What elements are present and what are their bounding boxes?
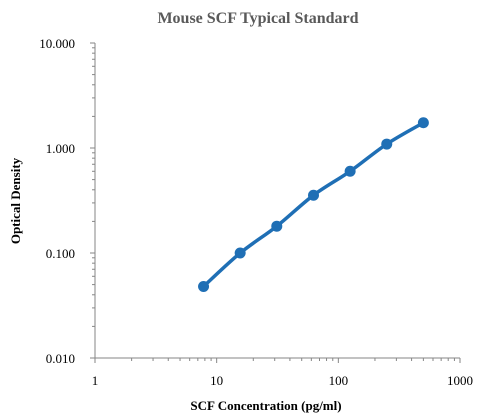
data-point: [271, 220, 283, 232]
y-axis-label: Optical Density: [8, 157, 23, 244]
x-tick-label: 10: [210, 373, 223, 388]
y-tick-label: 10.000: [39, 36, 75, 51]
chart-title: Mouse SCF Typical Standard: [157, 10, 358, 27]
data-point: [198, 280, 210, 292]
x-tick-label: 1: [92, 373, 99, 388]
y-tick-label: 0.100: [46, 246, 75, 261]
y-tick-label: 0.010: [46, 351, 75, 366]
data-point: [234, 247, 246, 259]
data-point: [381, 138, 393, 150]
plot-area: 0.010 0.100 1.000 10.000 1 10 100 1000: [39, 36, 473, 388]
x-tick-label: 100: [329, 373, 349, 388]
x-tick-label: 1000: [447, 373, 473, 388]
y-tick-label: 1.000: [46, 141, 75, 156]
data-point: [417, 117, 429, 129]
x-axis-label: SCF Concentration (pg/ml): [190, 398, 341, 413]
data-point: [307, 189, 319, 201]
data-point: [344, 165, 356, 177]
